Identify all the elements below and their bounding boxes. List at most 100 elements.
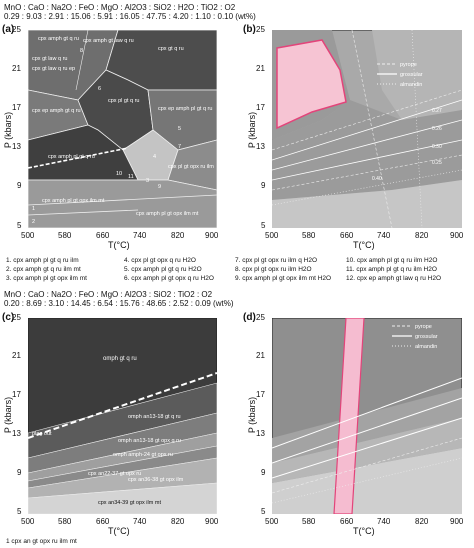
- field-c-6: cpx an34-39 gt opx ilm mt: [98, 500, 161, 506]
- plag-out-label: plag out: [32, 431, 52, 437]
- contour-b-4: 0.40: [372, 176, 382, 182]
- num-a-7: 8: [80, 48, 83, 54]
- field-c-4: cpx an22-37 gt opx ru: [88, 471, 141, 477]
- num-a-6: 7: [178, 144, 181, 150]
- legend-b-almandin: almandin: [400, 82, 422, 88]
- b-xtick-580: 580: [302, 231, 316, 240]
- contour-b-0: 0.27: [432, 108, 442, 114]
- c-xtick-580: 580: [58, 517, 72, 526]
- bottom-composition-header: MnO : CaO : Na2O : FeO : MgO : Al2O3 : S…: [4, 290, 213, 299]
- footnote-7: 7. cpx pl gt opx ru ilm q H2O: [235, 257, 318, 264]
- contour-b-3: 0.25: [432, 160, 442, 166]
- c-xtick-500: 500: [21, 517, 35, 526]
- footnote-9: 9. cpx amph pl gt opx ilm mt H2O: [235, 275, 332, 282]
- footnote-12: 12. cpx ep amph gt law q ru H2O: [346, 275, 442, 282]
- num-a-4: 5: [178, 126, 181, 132]
- a-ytick-17: 17: [12, 103, 21, 112]
- num-a-5: 6: [98, 86, 101, 92]
- panel-a-x-title: T(°C): [108, 240, 130, 250]
- a-ytick-5: 5: [17, 221, 22, 230]
- num-a-9: 10: [116, 171, 122, 177]
- footnote-11: 11. cpx amph pl gt q ru ilm H2O: [346, 266, 437, 273]
- b-ytick-17: 17: [256, 103, 265, 112]
- contour-b-2: 0.30: [432, 144, 442, 150]
- num-a-8: 9: [158, 184, 161, 190]
- field-a-2: cpx gt law q ru: [32, 56, 67, 62]
- panel-c-y-title: P (kbars): [3, 396, 14, 434]
- c-ytick-5: 5: [17, 507, 22, 516]
- c-ytick-13: 13: [12, 429, 21, 438]
- field-c-3: omph amph-24 gt opx ru: [113, 452, 173, 458]
- panel-d-x-title: T(°C): [353, 526, 375, 536]
- panel-c-x-title: T(°C): [108, 526, 130, 536]
- num-a-10: 11: [128, 174, 134, 180]
- legend-b-pyrope: pyrope: [400, 62, 417, 68]
- footnote-1: 1. cpx amph pl gt q ru ilm: [6, 257, 79, 264]
- field-a-7: cpx ep amph pl gt q ru: [158, 106, 212, 112]
- footnote-8: 8. cpx pl gt opx ru ilm H2O: [235, 266, 312, 273]
- b-ytick-21: 21: [256, 64, 265, 73]
- c-ytick-25: 25: [12, 313, 21, 322]
- a-ytick-25: 25: [12, 25, 21, 34]
- field-a-5: cpx ep amph gt q ru: [32, 108, 81, 114]
- panel-c-phase-diagram: omph gt q ru omph an13-18 gt q ru omph a…: [28, 318, 217, 514]
- panel-d-y-title: P (kbars): [247, 396, 258, 434]
- footnote-4: 4. cpx pl gt opx q ru H2O: [124, 257, 196, 264]
- field-a-9: cpx pl gt opx ru ilm: [168, 164, 214, 170]
- panel-d-label: (d): [243, 312, 256, 323]
- a-xtick-900: 900: [205, 231, 219, 240]
- legend-b: pyrope grossular almandin: [377, 62, 423, 88]
- c-ytick-21: 21: [12, 351, 21, 360]
- num-a-1: 2: [32, 219, 35, 225]
- d-ytick-17: 17: [256, 390, 265, 399]
- field-a-3: cpx gt q ru: [158, 46, 184, 52]
- legend-d: pyrope grossular almandin: [392, 324, 438, 350]
- b-ytick-25: 25: [256, 25, 265, 34]
- panel-b-phase-diagram: pyrope grossular almandin 0.27 0.26 0.30…: [272, 30, 462, 228]
- footnote-6: 6. cpx amph pl gt opx q ru H2O: [124, 275, 214, 282]
- legend-d-almandin: almandin: [415, 344, 437, 350]
- a-ytick-21: 21: [12, 64, 21, 73]
- num-a-2: 3: [146, 178, 149, 184]
- d-xtick-500: 500: [265, 517, 279, 526]
- field-a-10: cpx amph pl gt opx ilm mt: [42, 198, 105, 204]
- legend-d-pyrope: pyrope: [415, 324, 432, 330]
- footnote-10: 10. cpx amph pl gt q ru ilm H2O: [346, 257, 438, 264]
- b-ytick-13: 13: [256, 142, 265, 151]
- field-a-4: cpx gt law q ru ep: [32, 66, 75, 72]
- d-ytick-21: 21: [256, 351, 265, 360]
- top-composition-header: MnO : CaO : Na2O : FeO : MgO : Al2O3 : S…: [4, 3, 236, 12]
- a-xtick-820: 820: [171, 231, 185, 240]
- field-c-1: omph an13-18 gt q ru: [128, 414, 181, 420]
- b-ytick-9: 9: [261, 181, 266, 190]
- a-ytick-9: 9: [17, 181, 22, 190]
- field-a-8: cpx amph pl gt q ru: [48, 154, 95, 160]
- field-c-0: omph gt q ru: [103, 356, 137, 362]
- a-xtick-500: 500: [21, 231, 35, 240]
- top-composition-values: 0.29 : 9.03 : 2.91 : 15.06 : 5.91 : 16.0…: [4, 12, 256, 21]
- d-ytick-5: 5: [261, 507, 266, 516]
- b-xtick-740: 740: [377, 231, 391, 240]
- a-xtick-580: 580: [58, 231, 72, 240]
- c-xtick-660: 660: [96, 517, 110, 526]
- footnote-2: 2. cpx amph gt q ru ilm mt: [6, 266, 81, 273]
- d-ytick-13: 13: [256, 429, 265, 438]
- bottom-composition-values: 0.20 : 8.69 : 3.10 : 14.45 : 6.54 : 15.7…: [4, 299, 234, 308]
- field-c-5: cpx an36-38 gt opx ilm: [128, 477, 184, 483]
- b-xtick-660: 660: [340, 231, 354, 240]
- contour-b-1: 0.26: [432, 126, 442, 132]
- legend-d-grossular: grossular: [415, 334, 438, 340]
- panel-c-label: (c): [2, 312, 15, 323]
- panel-b-label: (b): [243, 24, 256, 35]
- panel-a-phase-diagram: cpx amph gt q ru cpx amph gt law q ru cp…: [28, 30, 217, 228]
- c-ytick-17: 17: [12, 390, 21, 399]
- c-xtick-740: 740: [133, 517, 147, 526]
- b-xtick-900: 900: [450, 231, 464, 240]
- b-xtick-500: 500: [265, 231, 279, 240]
- a-xtick-660: 660: [96, 231, 110, 240]
- field-a-11: cpx amph pl gt opx ilm mt: [136, 211, 199, 217]
- footnote-3: 3. cpx amph pl gt opx ilm mt: [6, 275, 87, 282]
- c-xtick-900: 900: [205, 517, 219, 526]
- d-xtick-580: 580: [302, 517, 316, 526]
- a-ytick-13: 13: [12, 142, 21, 151]
